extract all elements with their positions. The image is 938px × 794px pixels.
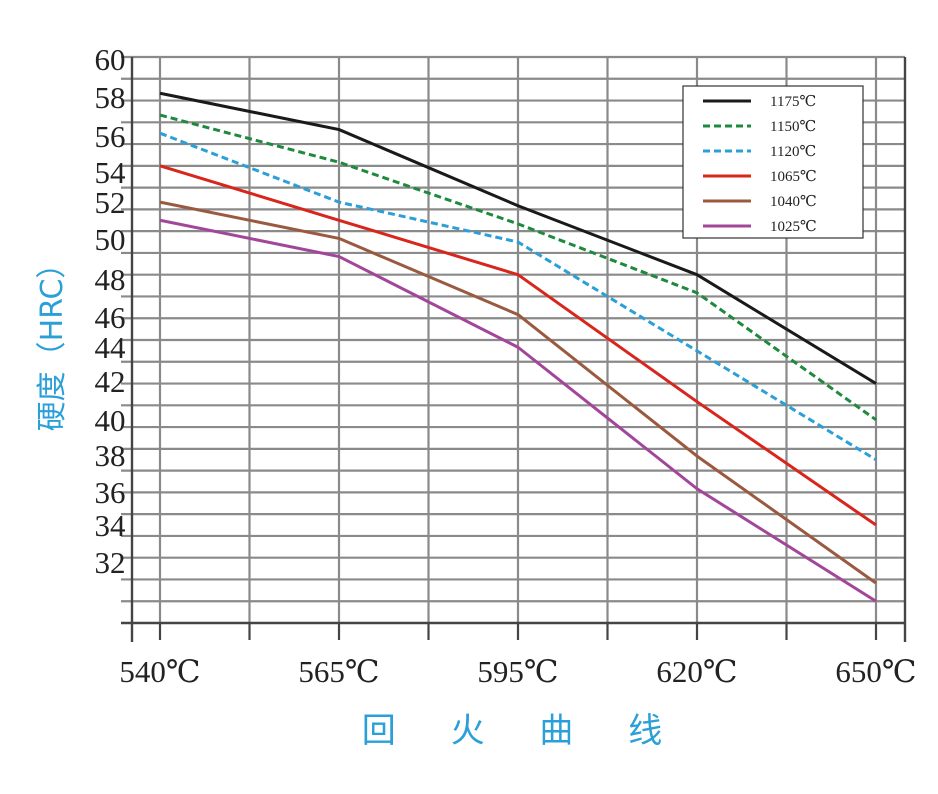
y-tick-label: 46 <box>95 300 126 335</box>
legend-label: 1120℃ <box>770 144 816 160</box>
x-tick-label: 620℃ <box>656 654 737 689</box>
y-tick-label: 42 <box>95 364 126 399</box>
series-line <box>159 131 877 462</box>
axes <box>121 57 907 642</box>
legend: 1175℃ 1150℃ 1120℃ 1065℃ 1040℃ 1025℃ <box>682 85 864 239</box>
legend-label: 1065℃ <box>770 169 817 185</box>
legend-label: 1025℃ <box>770 219 817 235</box>
legend-label: 1175℃ <box>770 94 816 110</box>
legend-box <box>682 85 864 239</box>
series-line <box>159 218 877 603</box>
y-axis-title: 硬度（HRC） <box>35 249 70 432</box>
x-tick-label: 540℃ <box>119 654 200 689</box>
y-tick-label: 36 <box>95 475 126 510</box>
y-tick-label: 32 <box>95 545 126 580</box>
series-line <box>159 113 877 422</box>
series-line <box>159 164 877 527</box>
y-tick-label: 34 <box>95 508 127 543</box>
x-tick-label: 595℃ <box>477 654 558 689</box>
y-tick-label: 52 <box>95 185 126 220</box>
legend-label: 1040℃ <box>770 194 817 210</box>
y-tick-label: 60 <box>95 42 126 77</box>
x-tick-labels: 540℃ 565℃ 595℃ 620℃ 650℃ <box>119 654 916 689</box>
y-tick-label: 40 <box>95 403 126 438</box>
x-axis-title: 回 火 曲 线 <box>362 711 684 751</box>
series-line <box>159 200 877 585</box>
y-tick-label: 54 <box>95 155 127 190</box>
y-tick-label: 56 <box>95 119 126 154</box>
y-tick-label: 50 <box>95 222 126 257</box>
y-tick-label: 44 <box>95 330 127 365</box>
y-tick-label: 58 <box>95 80 126 115</box>
legend-label: 1150℃ <box>770 119 816 135</box>
x-tick-label: 650℃ <box>835 654 916 689</box>
x-tick-label: 565℃ <box>298 654 379 689</box>
y-tick-label: 38 <box>95 438 126 473</box>
y-tick-label: 48 <box>95 262 126 297</box>
series-lines <box>159 91 877 603</box>
series-line <box>159 91 877 385</box>
